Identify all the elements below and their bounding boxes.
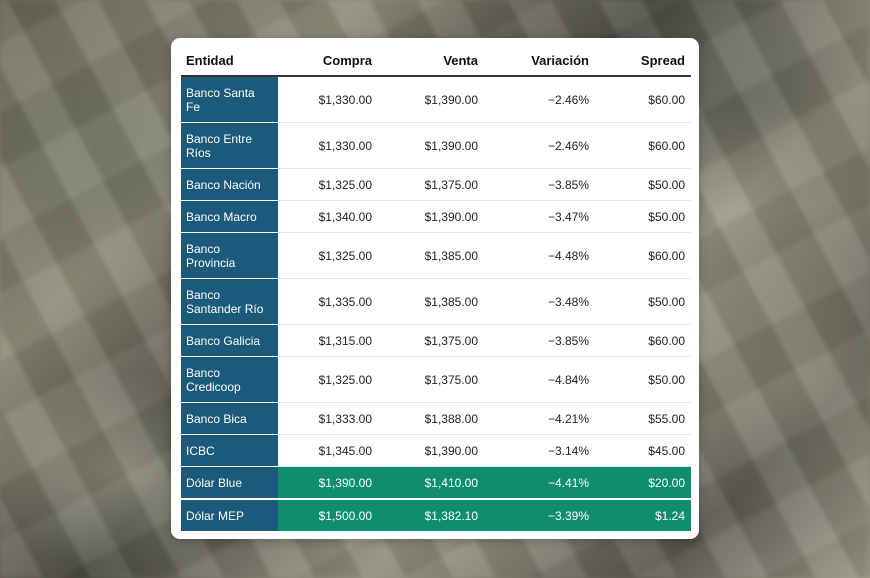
spread-cell: $60.00	[595, 232, 691, 279]
venta-cell: $1,375.00	[378, 356, 484, 403]
variacion-cell: −3.48%	[484, 278, 595, 325]
compra-cell: $1,330.00	[278, 76, 378, 123]
variacion-cell: −3.85%	[484, 324, 595, 357]
venta-cell: $1,385.00	[378, 278, 484, 325]
variacion-cell: −4.21%	[484, 402, 595, 435]
entity-cell: ICBC	[181, 434, 278, 467]
header-entidad: Entidad	[181, 46, 278, 77]
venta-cell: $1,410.00	[378, 466, 484, 500]
entity-cell: Banco Macro	[181, 200, 278, 233]
entity-cell: Banco Galicia	[181, 324, 278, 357]
entity-cell: Banco Entre Ríos	[181, 122, 278, 169]
exchange-rate-card: Entidad Compra Venta Variación Spread Ba…	[171, 38, 699, 539]
entity-cell: Banco Nación	[181, 168, 278, 201]
compra-cell: $1,325.00	[278, 168, 378, 201]
compra-cell: $1,325.00	[278, 232, 378, 279]
table-row: Banco Santander Río $1,335.00 $1,385.00 …	[181, 278, 691, 325]
spread-cell: $50.00	[595, 278, 691, 325]
table-row: ICBC $1,345.00 $1,390.00 −3.14% $45.00	[181, 434, 691, 467]
venta-cell: $1,390.00	[378, 200, 484, 233]
table-row: Banco Galicia $1,315.00 $1,375.00 −3.85%…	[181, 324, 691, 357]
variacion-cell: −4.41%	[484, 466, 595, 500]
compra-cell: $1,315.00	[278, 324, 378, 357]
spread-cell: $45.00	[595, 434, 691, 467]
venta-cell: $1,390.00	[378, 434, 484, 467]
compra-cell: $1,330.00	[278, 122, 378, 169]
table-row: Banco Nación $1,325.00 $1,375.00 −3.85% …	[181, 168, 691, 201]
spread-cell: $1.24	[595, 499, 691, 533]
compra-cell: $1,345.00	[278, 434, 378, 467]
venta-cell: $1,375.00	[378, 168, 484, 201]
compra-cell: $1,325.00	[278, 356, 378, 403]
variacion-cell: −3.85%	[484, 168, 595, 201]
entity-cell: Banco Bica	[181, 402, 278, 435]
spread-cell: $50.00	[595, 356, 691, 403]
entity-cell: Banco Provincia	[181, 232, 278, 279]
table-row: Banco Provincia $1,325.00 $1,385.00 −4.4…	[181, 232, 691, 279]
table-row: Banco Entre Ríos $1,330.00 $1,390.00 −2.…	[181, 122, 691, 169]
venta-cell: $1,382.10	[378, 499, 484, 533]
compra-cell: $1,390.00	[278, 466, 378, 500]
header-venta: Venta	[378, 46, 484, 77]
variacion-cell: −4.48%	[484, 232, 595, 279]
compra-cell: $1,333.00	[278, 402, 378, 435]
entity-cell: Dólar MEP	[181, 499, 278, 533]
table-row: Banco Santa Fe $1,330.00 $1,390.00 −2.46…	[181, 76, 691, 123]
table-row: Banco Macro $1,340.00 $1,390.00 −3.47% $…	[181, 200, 691, 233]
venta-cell: $1,388.00	[378, 402, 484, 435]
entity-cell: Banco Credicoop	[181, 356, 278, 403]
spread-cell: $60.00	[595, 324, 691, 357]
entity-cell: Banco Santander Río	[181, 278, 278, 325]
spread-cell: $55.00	[595, 402, 691, 435]
variacion-cell: −2.46%	[484, 76, 595, 123]
venta-cell: $1,390.00	[378, 76, 484, 123]
venta-cell: $1,375.00	[378, 324, 484, 357]
exchange-rate-table: Entidad Compra Venta Variación Spread Ba…	[181, 46, 691, 533]
entity-cell: Banco Santa Fe	[181, 76, 278, 123]
table-row: Banco Bica $1,333.00 $1,388.00 −4.21% $5…	[181, 402, 691, 435]
variacion-cell: −3.39%	[484, 499, 595, 533]
highlight-row-dolar-blue: Dólar Blue $1,390.00 $1,410.00 −4.41% $2…	[181, 466, 691, 500]
variacion-cell: −2.46%	[484, 122, 595, 169]
compra-cell: $1,335.00	[278, 278, 378, 325]
spread-cell: $60.00	[595, 76, 691, 123]
header-spread: Spread	[595, 46, 691, 77]
table-row: Banco Credicoop $1,325.00 $1,375.00 −4.8…	[181, 356, 691, 403]
table-header-row: Entidad Compra Venta Variación Spread	[181, 46, 691, 77]
header-compra: Compra	[278, 46, 378, 77]
variacion-cell: −3.47%	[484, 200, 595, 233]
header-variacion: Variación	[484, 46, 595, 77]
spread-cell: $20.00	[595, 466, 691, 500]
spread-cell: $60.00	[595, 122, 691, 169]
entity-cell: Dólar Blue	[181, 466, 278, 500]
variacion-cell: −4.84%	[484, 356, 595, 403]
spread-cell: $50.00	[595, 200, 691, 233]
venta-cell: $1,385.00	[378, 232, 484, 279]
venta-cell: $1,390.00	[378, 122, 484, 169]
highlight-row-dolar-mep: Dólar MEP $1,500.00 $1,382.10 −3.39% $1.…	[181, 499, 691, 533]
compra-cell: $1,500.00	[278, 499, 378, 533]
compra-cell: $1,340.00	[278, 200, 378, 233]
variacion-cell: −3.14%	[484, 434, 595, 467]
spread-cell: $50.00	[595, 168, 691, 201]
